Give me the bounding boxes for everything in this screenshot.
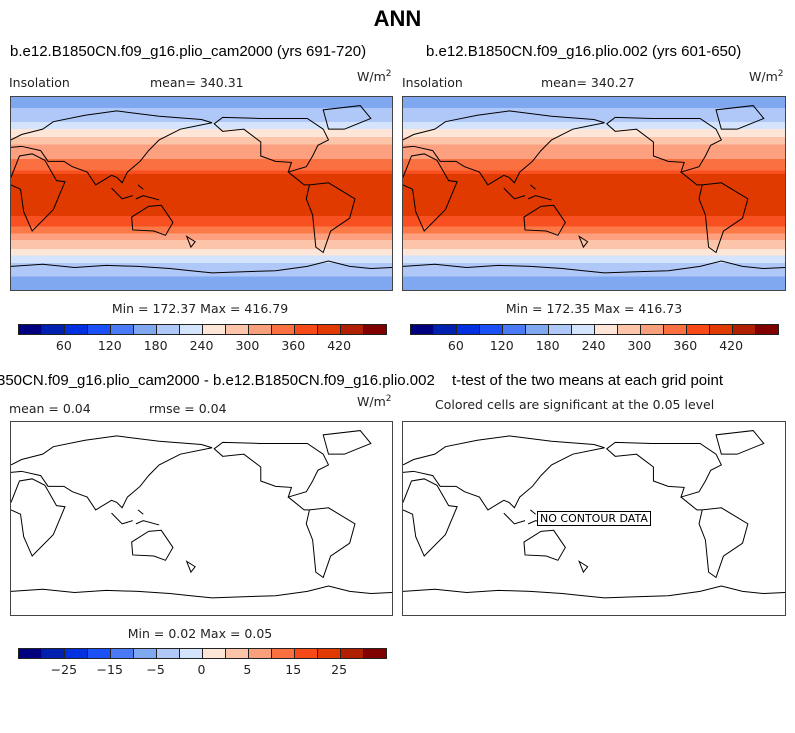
panel2-variable: Insolation <box>402 75 463 90</box>
panel2-mean: mean= 340.27 <box>541 75 635 90</box>
colorbar-tick-label: 420 <box>719 338 744 353</box>
colorbar-box <box>664 325 687 334</box>
colorbar-tick-label: −5 <box>146 662 165 677</box>
colorbar-box <box>249 649 272 658</box>
colorbar-box <box>249 325 272 334</box>
panel3-mean: mean = 0.04 <box>9 401 91 416</box>
colorbar-box <box>710 325 733 334</box>
colorbar-box <box>595 325 618 334</box>
colorbar-box <box>157 649 180 658</box>
colorbar-box <box>65 649 88 658</box>
colorbar-box <box>318 325 341 334</box>
colorbar-box <box>434 325 457 334</box>
colorbar-box <box>88 325 111 334</box>
panel3-units: W/m2 <box>357 394 392 410</box>
colorbar-top-right <box>410 324 779 335</box>
colorbar-box <box>411 325 434 334</box>
colorbar-tick-label: 240 <box>189 338 214 353</box>
colorbar-box <box>226 649 249 658</box>
panel3-map <box>10 421 393 616</box>
colorbar-box <box>364 649 386 658</box>
panel2-minmax: Min = 172.35 Max = 416.73 <box>505 301 683 316</box>
colorbar-box <box>19 325 42 334</box>
panel2-units: W/m2 <box>749 69 784 85</box>
colorbar-box <box>203 325 226 334</box>
colorbar-box <box>295 649 318 658</box>
colorbar-box <box>341 325 364 334</box>
colorbar-tick-label: 60 <box>447 338 464 353</box>
colorbar-tick-label: 120 <box>489 338 514 353</box>
colorbar-tick-label: 420 <box>327 338 352 353</box>
colorbar-tick-label: 5 <box>243 662 252 677</box>
panel1-variable: Insolation <box>9 75 70 90</box>
colorbar-tick-label: 60 <box>55 338 72 353</box>
colorbar-tick-label: 120 <box>97 338 122 353</box>
colorbar-tick-label: 180 <box>535 338 560 353</box>
colorbar-box <box>157 325 180 334</box>
colorbar-top-left <box>18 324 387 335</box>
colorbar-box <box>756 325 778 334</box>
colorbar-box <box>180 325 203 334</box>
colorbar-tick-label: 180 <box>143 338 168 353</box>
colorbar-box <box>641 325 664 334</box>
colorbar-tick-label: 360 <box>673 338 698 353</box>
colorbar-box <box>618 325 641 334</box>
colorbar-box <box>733 325 756 334</box>
colorbar-box <box>272 325 295 334</box>
panel1-units: W/m2 <box>357 69 392 85</box>
panel3-title: 350CN.f09_g16.plio_cam2000 - b.e12.B1850… <box>0 372 435 389</box>
colorbar-tick-label: 15 <box>285 662 302 677</box>
coastlines <box>11 430 392 599</box>
panel2-field <box>403 97 785 290</box>
colorbar-tick-label: 25 <box>331 662 348 677</box>
colorbar-tick-label: 240 <box>581 338 606 353</box>
colorbar-tick-label: 300 <box>627 338 652 353</box>
colorbar-box <box>480 325 503 334</box>
colorbar-box <box>457 325 480 334</box>
panel3-field <box>11 430 392 599</box>
panel1-map <box>10 96 393 291</box>
colorbar-box <box>180 649 203 658</box>
colorbar-box <box>42 649 65 658</box>
colorbar-box <box>295 325 318 334</box>
colorbar-bottom <box>18 648 387 659</box>
panel3-rmse: rmse = 0.04 <box>149 401 227 416</box>
colorbar-box <box>203 649 226 658</box>
panel1-mean: mean= 340.31 <box>150 75 244 90</box>
panel2-title: b.e12.B1850CN.f09_g16.plio.002 (yrs 601-… <box>426 43 742 60</box>
colorbar-box <box>572 325 595 334</box>
panel1-field <box>11 97 392 290</box>
colorbar-box <box>526 325 549 334</box>
panel2-map <box>402 96 786 291</box>
panel1-minmax: Min = 172.37 Max = 416.79 <box>111 301 289 316</box>
panel3-minmax: Min = 0.02 Max = 0.05 <box>127 626 273 641</box>
colorbar-tick-label: 300 <box>235 338 260 353</box>
colorbar-tick-label: 360 <box>281 338 306 353</box>
colorbar-box <box>687 325 710 334</box>
colorbar-box <box>272 649 295 658</box>
colorbar-box <box>318 649 341 658</box>
colorbar-box <box>364 325 386 334</box>
colorbar-box <box>226 325 249 334</box>
colorbar-box <box>134 649 157 658</box>
colorbar-box <box>111 325 134 334</box>
colorbar-box <box>111 649 134 658</box>
panel1-title: b.e12.B1850CN.f09_g16.plio_cam2000 (yrs … <box>10 43 367 60</box>
colorbar-box <box>42 325 65 334</box>
colorbar-tick-label: −25 <box>50 662 78 677</box>
figure-title: ANN <box>373 6 422 31</box>
colorbar-box <box>341 649 364 658</box>
colorbar-box <box>19 649 42 658</box>
colorbar-box <box>503 325 526 334</box>
colorbar-tick-label: 0 <box>197 662 206 677</box>
colorbar-box <box>134 325 157 334</box>
panel4-subtitle: Colored cells are significant at the 0.0… <box>435 397 715 412</box>
colorbar-box <box>549 325 572 334</box>
panel4-title: t-test of the two means at each grid poi… <box>452 372 723 389</box>
colorbar-box <box>65 325 88 334</box>
colorbar-tick-label: −15 <box>96 662 123 677</box>
colorbar-box <box>88 649 111 658</box>
no-contour-data-label: NO CONTOUR DATA <box>537 511 651 526</box>
